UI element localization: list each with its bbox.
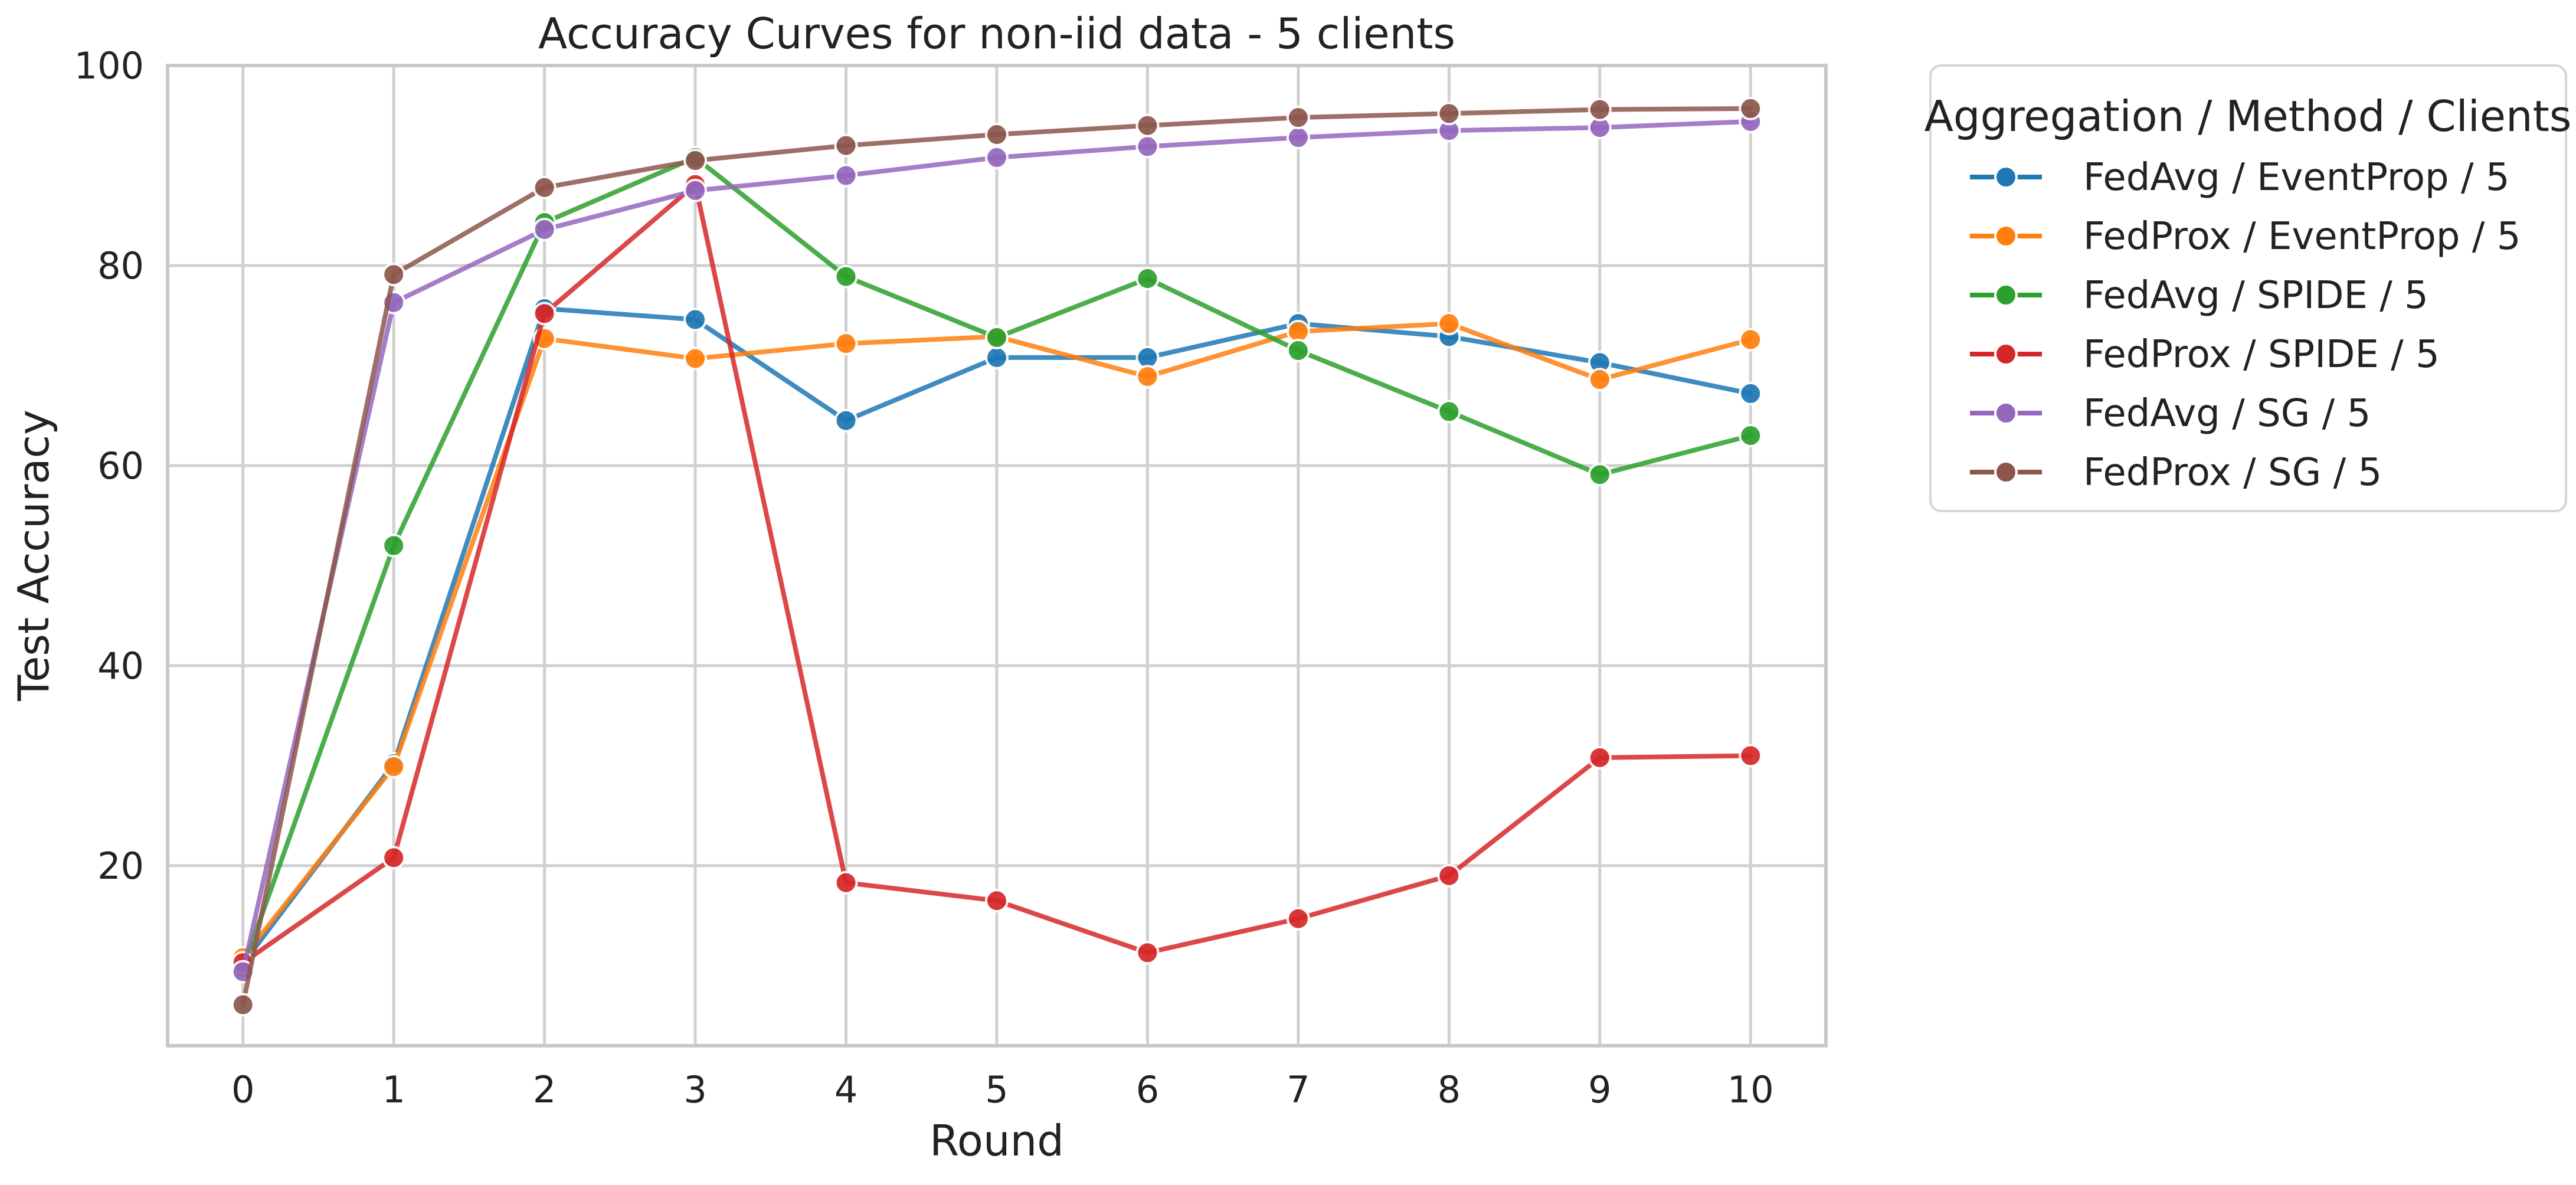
data-point <box>1135 135 1160 159</box>
data-point <box>382 263 406 287</box>
data-point <box>834 133 858 158</box>
legend-item: FedAvg / SG / 5 <box>1970 392 2371 436</box>
data-point <box>1135 113 1160 138</box>
legend-swatch-marker <box>1994 224 2018 248</box>
y-tick-label: 100 <box>74 44 144 87</box>
data-point <box>834 264 858 289</box>
y-tick-label: 60 <box>97 444 144 487</box>
y-tick-label: 80 <box>97 244 144 287</box>
data-point <box>1588 463 1612 487</box>
legend-swatch-marker <box>1994 165 2018 189</box>
legend-item: FedAvg / SPIDE / 5 <box>1970 274 2428 317</box>
x-tick-label: 5 <box>985 1068 1008 1111</box>
y-tick-label: 20 <box>97 844 144 888</box>
data-point <box>1286 126 1310 150</box>
data-point <box>532 302 557 326</box>
x-tick-label: 6 <box>1136 1068 1159 1111</box>
series-group <box>231 96 1763 1017</box>
legend-title: Aggregation / Method / Clients <box>1924 91 2572 141</box>
data-point <box>683 178 708 202</box>
data-point <box>532 217 557 241</box>
legend-item: FedProx / SG / 5 <box>1970 451 2382 495</box>
x-axis-label: Round <box>929 1116 1064 1166</box>
data-point <box>1286 106 1310 130</box>
legend-label: FedAvg / SG / 5 <box>2083 392 2371 436</box>
data-point <box>532 175 557 199</box>
y-axis-label: Test Accuracy <box>9 410 58 701</box>
legend-label: FedProx / SPIDE / 5 <box>2083 333 2440 377</box>
x-tick-label: 2 <box>533 1068 556 1111</box>
data-point <box>834 163 858 188</box>
legend-box <box>1929 64 2567 512</box>
data-point <box>683 149 708 173</box>
legend-label: FedAvg / EventProp / 5 <box>2083 156 2510 199</box>
data-point <box>231 993 255 1017</box>
data-point <box>834 408 858 433</box>
x-tick-label: 1 <box>382 1068 405 1111</box>
data-point <box>834 332 858 356</box>
data-point <box>1437 400 1461 424</box>
legend-swatch-marker <box>1994 401 2018 425</box>
y-tick-label: 40 <box>97 644 144 688</box>
legend-swatch-marker <box>1994 283 2018 307</box>
data-point <box>1588 368 1612 392</box>
data-point <box>985 145 1009 169</box>
data-point <box>1739 424 1763 448</box>
x-tick-label: 4 <box>834 1068 857 1111</box>
data-point <box>1286 339 1310 363</box>
data-point <box>985 122 1009 146</box>
data-point <box>1135 365 1160 389</box>
x-tick-label: 10 <box>1727 1068 1774 1111</box>
data-point <box>985 889 1009 913</box>
data-point <box>1437 863 1461 888</box>
legend-label: FedProx / EventProp / 5 <box>2083 215 2521 258</box>
x-tick-label: 7 <box>1287 1068 1310 1111</box>
data-point <box>1286 906 1310 931</box>
data-point <box>1437 102 1461 126</box>
data-point <box>382 846 406 870</box>
data-point <box>1739 381 1763 405</box>
data-point <box>1588 97 1612 122</box>
grid-layer <box>168 64 1826 1046</box>
legend-label: FedAvg / SPIDE / 5 <box>2083 274 2428 317</box>
legend-item: FedProx / EventProp / 5 <box>1970 215 2521 258</box>
data-point <box>1135 267 1160 291</box>
data-point <box>985 326 1009 350</box>
data-point <box>1588 745 1612 770</box>
x-tick-label: 9 <box>1588 1068 1611 1111</box>
data-point <box>834 870 858 895</box>
data-point <box>382 533 406 558</box>
legend-item: FedAvg / EventProp / 5 <box>1970 156 2510 199</box>
legend-items: FedAvg / EventProp / 5 FedProx / EventPro… <box>1970 156 2521 495</box>
x-tick-label: 0 <box>231 1068 254 1111</box>
series-layer <box>231 96 1763 1017</box>
data-point <box>1739 744 1763 768</box>
data-point <box>1135 941 1160 965</box>
legend-label: FedProx / SG / 5 <box>2083 451 2382 495</box>
x-tick-label: 8 <box>1438 1068 1461 1111</box>
data-point <box>985 345 1009 369</box>
legend-item: FedProx / SPIDE / 5 <box>1970 333 2440 377</box>
data-point <box>1739 96 1763 120</box>
plot-frame <box>166 64 1828 1047</box>
tick-layer: 0 1 2 3 4 5 6 7 8 9 10 20 40 60 80 100 <box>74 44 1774 1111</box>
legend-swatch-marker <box>1994 342 2018 366</box>
data-point <box>683 307 708 332</box>
data-point <box>1739 328 1763 352</box>
data-point <box>382 755 406 779</box>
chart-title: Accuracy Curves for non-iid data - 5 cli… <box>538 9 1455 58</box>
data-point <box>683 346 708 371</box>
data-point <box>1437 312 1461 336</box>
legend: Aggregation / Method / Clients FedAvg / … <box>1924 64 2572 512</box>
x-tick-label: 3 <box>683 1068 706 1111</box>
legend-swatch-marker <box>1994 460 2018 484</box>
